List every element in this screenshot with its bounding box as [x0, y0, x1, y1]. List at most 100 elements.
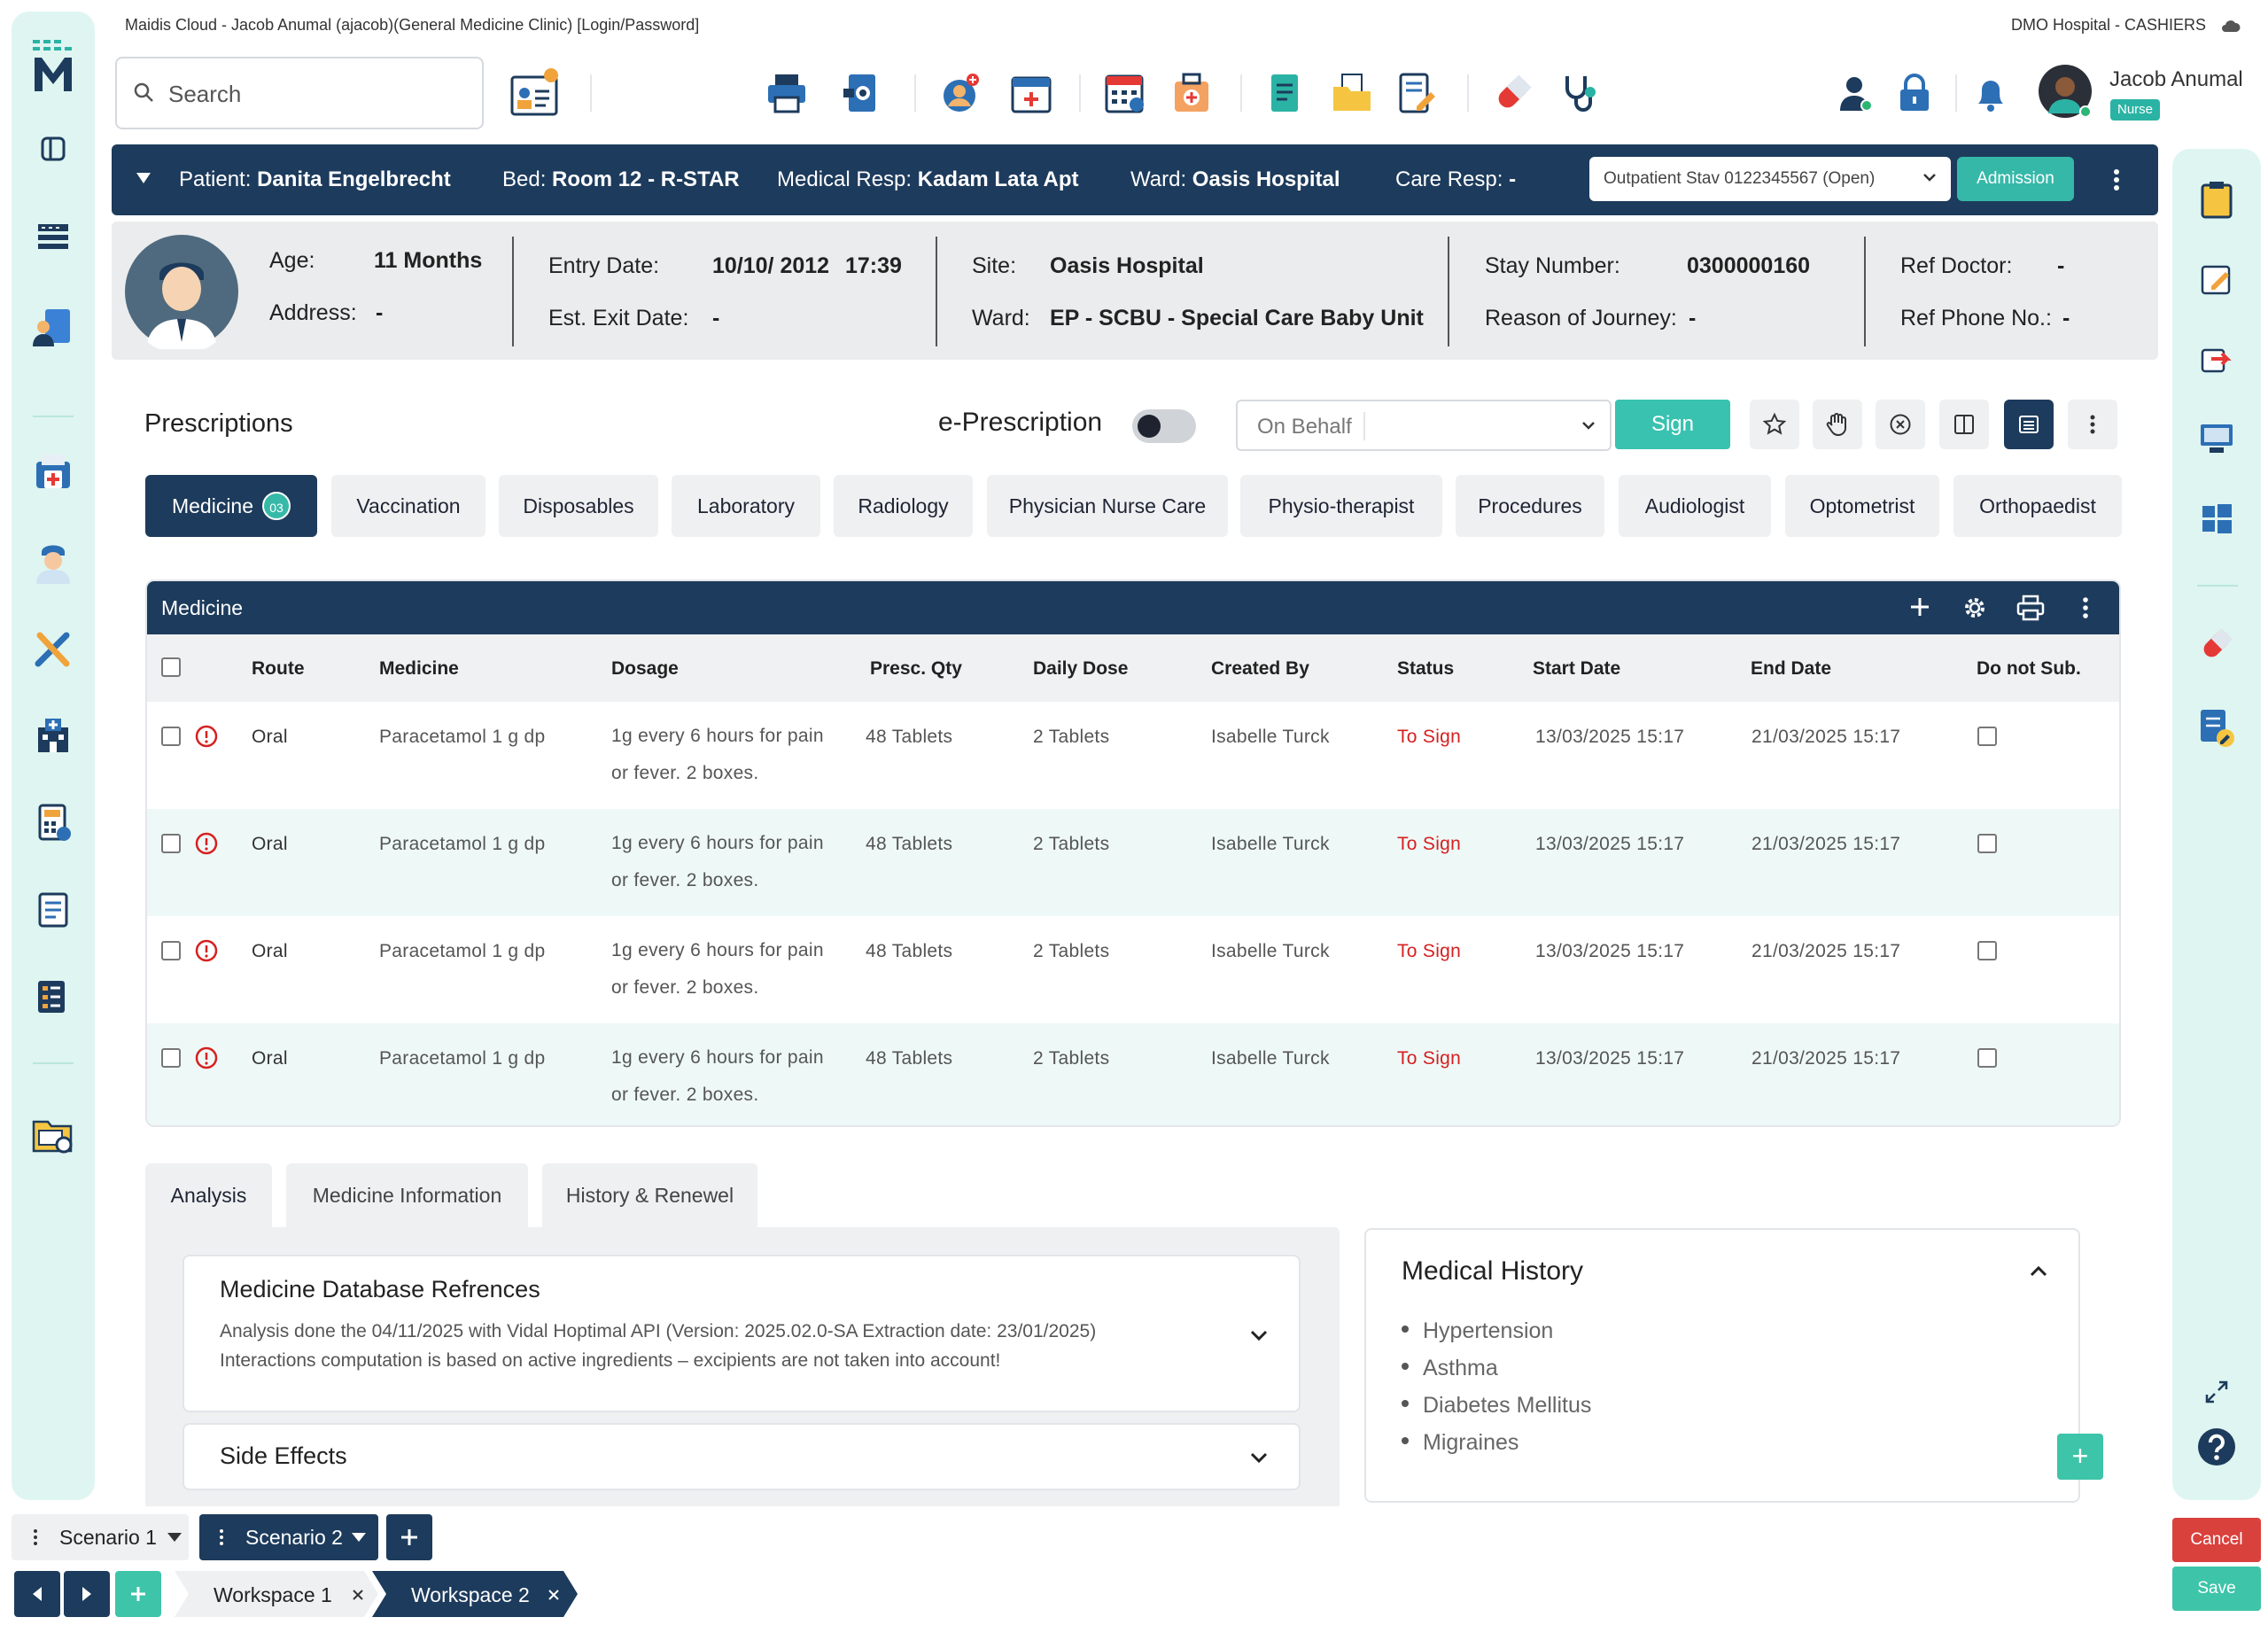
hospital-icon[interactable]: [24, 706, 82, 765]
search-box[interactable]: [115, 57, 484, 129]
workspace-prev-button[interactable]: [14, 1571, 60, 1617]
print-icon[interactable]: [2016, 595, 2045, 621]
add-icon[interactable]: [1908, 595, 1931, 618]
column-header[interactable]: Daily Dose: [1033, 658, 1129, 679]
do-not-sub-checkbox[interactable]: [1977, 834, 1997, 853]
row-checkbox[interactable]: [161, 1048, 181, 1068]
cancel-button[interactable]: Cancel: [2172, 1518, 2261, 1562]
tab-optometrist[interactable]: Optometrist: [1785, 475, 1939, 537]
workspace-tab-1[interactable]: Workspace 1: [175, 1571, 378, 1617]
favorite-button[interactable]: [1750, 400, 1799, 449]
warning-info-icon[interactable]: [195, 832, 218, 855]
tab-medicine[interactable]: Medicine 03: [145, 475, 317, 537]
tab-medicine-information[interactable]: Medicine Information: [286, 1163, 528, 1227]
row-checkbox[interactable]: [161, 941, 181, 960]
warning-info-icon[interactable]: [195, 725, 218, 748]
close-icon[interactable]: [352, 1589, 364, 1601]
calendar-add-icon[interactable]: [1005, 64, 1058, 122]
tab-analysis[interactable]: Analysis: [145, 1163, 272, 1227]
warning-info-icon[interactable]: [195, 1046, 218, 1069]
eprescription-toggle[interactable]: [1132, 409, 1196, 443]
checklist-icon[interactable]: [24, 967, 82, 1025]
stay-select[interactable]: Outpatient Stav 0122345567 (Open): [1589, 157, 1951, 201]
chevron-down-icon[interactable]: [1247, 1324, 1270, 1347]
tab-audiologist[interactable]: Audiologist: [1619, 475, 1771, 537]
tab-history-renewel[interactable]: History & Renewel: [542, 1163, 757, 1227]
printer-medical-icon[interactable]: [24, 444, 82, 502]
document-icon[interactable]: [1258, 64, 1311, 122]
column-header[interactable]: Presc. Qty: [870, 658, 962, 679]
column-header[interactable]: Created By: [1211, 658, 1309, 679]
windows-icon[interactable]: [2187, 489, 2246, 548]
on-behalf-select[interactable]: On Behalf: [1236, 400, 1612, 451]
collapse-caret-icon[interactable]: [136, 173, 151, 183]
add-scenario-button[interactable]: [386, 1514, 432, 1560]
close-icon[interactable]: [548, 1589, 560, 1601]
clipboard-icon[interactable]: [2187, 170, 2246, 229]
tab-vaccination[interactable]: Vaccination: [331, 475, 485, 537]
help-icon[interactable]: [2187, 1418, 2246, 1476]
folder-settings-icon[interactable]: [24, 1105, 82, 1163]
tools-icon[interactable]: [24, 619, 82, 678]
tab-physician-nurse-care[interactable]: Physician Nurse Care: [987, 475, 1228, 537]
transfer-icon[interactable]: [2187, 330, 2246, 388]
settings-gear-icon[interactable]: [1961, 595, 1988, 621]
stop-hand-button[interactable]: [1813, 400, 1862, 449]
column-header[interactable]: Medicine: [379, 658, 459, 679]
search-input[interactable]: [168, 74, 461, 113]
column-header[interactable]: Do not Sub.: [1977, 658, 2081, 679]
expand-icon[interactable]: [2187, 1363, 2246, 1421]
tab-procedures[interactable]: Procedures: [1456, 475, 1604, 537]
table-row[interactable]: Oral Paracetamol 1 g dp 1g every 6 hours…: [147, 1023, 2119, 1125]
tab-disposables[interactable]: Disposables: [499, 475, 658, 537]
column-header[interactable]: Route: [252, 658, 305, 679]
add-contact-icon[interactable]: [935, 64, 988, 122]
chevron-down-icon[interactable]: [352, 1533, 366, 1542]
workspace-tab-2[interactable]: Workspace 2: [372, 1571, 578, 1617]
admission-button[interactable]: Admission: [1957, 157, 2074, 201]
tab-radiology[interactable]: Radiology: [834, 475, 973, 537]
drag-handle-icon[interactable]: [219, 1528, 224, 1546]
user-status-icon[interactable]: [1829, 64, 1883, 122]
column-header[interactable]: Status: [1397, 658, 1455, 679]
lock-icon[interactable]: [1888, 64, 1941, 122]
scenario-tab-2[interactable]: Scenario 2: [199, 1514, 378, 1560]
tab-physio-therapist[interactable]: Physio-therapist: [1240, 475, 1442, 537]
pill-icon[interactable]: [2187, 615, 2246, 673]
scenario-tab-1[interactable]: Scenario 1: [12, 1514, 189, 1560]
pill-icon[interactable]: [1487, 64, 1540, 122]
more-options-icon[interactable]: [2113, 167, 2120, 192]
do-not-sub-checkbox[interactable]: [1977, 727, 1997, 746]
schedule-icon[interactable]: [1099, 64, 1152, 122]
medical-kit-icon[interactable]: [1165, 64, 1218, 122]
drag-handle-icon[interactable]: [33, 1528, 38, 1546]
do-not-sub-checkbox[interactable]: [1977, 1048, 1997, 1068]
side-effects-accordion[interactable]: Side Effects: [183, 1423, 1301, 1490]
workspace-next-button[interactable]: [64, 1571, 110, 1617]
cancel-circle-button[interactable]: [1876, 400, 1925, 449]
table-row[interactable]: Oral Paracetamol 1 g dp 1g every 6 hours…: [147, 702, 2119, 809]
tab-laboratory[interactable]: Laboratory: [672, 475, 820, 537]
row-checkbox[interactable]: [161, 727, 181, 746]
stethoscope-icon[interactable]: [1556, 64, 1609, 122]
chevron-down-icon[interactable]: [1247, 1446, 1270, 1469]
prescription-edit-icon[interactable]: [2187, 698, 2246, 757]
tab-orthopaedist[interactable]: Orthopaedist: [1953, 475, 2122, 537]
maidis-logo[interactable]: [24, 36, 82, 95]
notifications-bell-icon[interactable]: [1964, 64, 2017, 122]
edit-document-icon[interactable]: [1391, 64, 1444, 122]
warning-info-icon[interactable]: [195, 939, 218, 962]
select-all-checkbox[interactable]: [161, 657, 181, 677]
edit-note-icon[interactable]: [2187, 250, 2246, 308]
patient-records-icon[interactable]: [24, 299, 82, 357]
column-header[interactable]: End Date: [1751, 658, 1832, 679]
open-folder-icon[interactable]: [1325, 64, 1379, 122]
list-view-button[interactable]: [2004, 400, 2054, 449]
scan-document-icon[interactable]: [835, 64, 889, 122]
medicine-db-references-accordion[interactable]: Medicine Database Refrences Analysis don…: [183, 1255, 1301, 1412]
report-list-icon[interactable]: [24, 880, 82, 938]
patient-id-card-icon[interactable]: [509, 64, 562, 122]
bed-icon[interactable]: [24, 206, 82, 265]
monitor-icon[interactable]: [2187, 409, 2246, 468]
more-vertical-icon[interactable]: [2082, 595, 2089, 620]
